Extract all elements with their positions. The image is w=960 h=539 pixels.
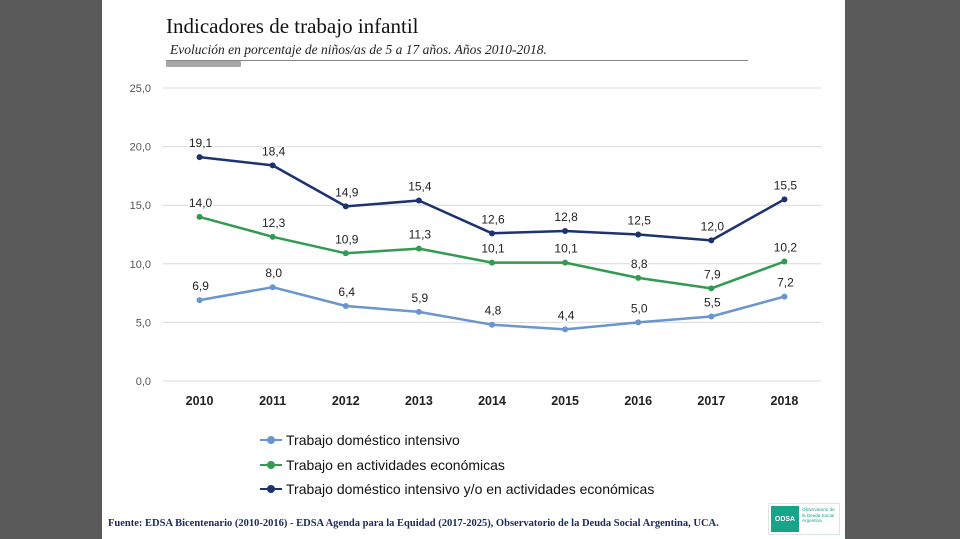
data-point bbox=[196, 213, 203, 220]
data-label: 12,8 bbox=[554, 210, 578, 224]
data-point bbox=[635, 319, 642, 326]
legend-swatch-economicas bbox=[260, 460, 282, 470]
odsa-logo-text: Observatorio de la Deuda Social Argentin… bbox=[802, 507, 835, 524]
x-tick-label: 2014 bbox=[478, 394, 506, 408]
data-point bbox=[415, 308, 422, 315]
data-point bbox=[342, 250, 349, 257]
line-chart: 0,0 5,0 10,0 15,0 20,0 25,0 2010 2011 2012 2013 20… bbox=[130, 83, 821, 408]
data-label: 15,4 bbox=[408, 180, 432, 194]
data-point bbox=[196, 154, 203, 161]
data-label: 5,0 bbox=[631, 301, 648, 315]
data-point bbox=[562, 227, 569, 234]
data-label: 11,3 bbox=[409, 228, 432, 242]
legend-label-domestico: Trabajo doméstico intensivo bbox=[286, 432, 460, 449]
data-label: 7,2 bbox=[777, 276, 794, 290]
data-point bbox=[708, 285, 715, 292]
legend-label-economicas: Trabajo en actividades económicas bbox=[286, 456, 505, 473]
legend-item-total: Trabajo doméstico intensivo y/o en activ… bbox=[260, 477, 654, 502]
data-point bbox=[489, 259, 495, 266]
data-label: 6,4 bbox=[338, 285, 355, 299]
x-tick-label: 2018 bbox=[771, 394, 799, 408]
data-label: 10,9 bbox=[335, 232, 359, 246]
data-label: 12,6 bbox=[481, 212, 505, 226]
y-tick-label: 20,0 bbox=[130, 142, 151, 154]
data-point bbox=[269, 284, 276, 291]
data-point bbox=[415, 197, 422, 204]
x-tick-label: 2011 bbox=[259, 394, 286, 408]
legend-swatch-domestico bbox=[260, 435, 282, 445]
legend-swatch-total bbox=[260, 484, 282, 494]
data-label: 10,2 bbox=[774, 240, 798, 254]
data-point bbox=[635, 231, 642, 238]
data-point bbox=[269, 233, 276, 240]
data-label: 8,8 bbox=[631, 257, 648, 271]
legend-item-economicas: Trabajo en actividades económicas bbox=[260, 453, 654, 478]
data-label: 12,3 bbox=[262, 216, 286, 230]
data-label: 10,1 bbox=[554, 242, 578, 256]
chart-legend: Trabajo doméstico intensivo Trabajo en a… bbox=[260, 428, 654, 502]
data-label: 5,9 bbox=[412, 291, 429, 305]
data-point bbox=[562, 259, 569, 266]
y-tick-label: 15,0 bbox=[130, 200, 151, 212]
data-label: 18,4 bbox=[262, 144, 286, 158]
data-label: 6,9 bbox=[192, 279, 209, 293]
data-label: 19,1 bbox=[189, 136, 213, 150]
data-point bbox=[708, 237, 715, 244]
y-tick-label: 0,0 bbox=[136, 376, 151, 388]
data-point bbox=[781, 293, 788, 300]
odsa-logo: ODSA Observatorio de la Deuda Social Arg… bbox=[768, 503, 840, 535]
data-point bbox=[269, 162, 276, 169]
data-point bbox=[342, 203, 349, 210]
data-label: 10,1 bbox=[481, 242, 505, 256]
x-tick-label: 2016 bbox=[624, 394, 652, 408]
data-point bbox=[781, 196, 788, 203]
data-point bbox=[489, 321, 495, 328]
data-label: 8,0 bbox=[265, 266, 282, 280]
data-point bbox=[196, 297, 203, 304]
title-rule bbox=[166, 60, 748, 61]
data-point bbox=[342, 302, 349, 309]
x-tick-label: 2010 bbox=[186, 394, 214, 408]
x-tick-label: 2015 bbox=[551, 394, 579, 408]
y-tick-label: 5,0 bbox=[136, 317, 151, 329]
series-line bbox=[198, 155, 786, 242]
source-footnote: Fuente: EDSA Bicentenario (2010-2016) - … bbox=[108, 518, 719, 529]
y-tick-label: 25,0 bbox=[130, 83, 151, 95]
legend-label-total: Trabajo doméstico intensivo y/o en activ… bbox=[286, 481, 655, 498]
y-tick-label: 10,0 bbox=[130, 259, 151, 271]
data-label: 12,5 bbox=[628, 214, 652, 228]
data-point bbox=[708, 313, 715, 320]
chart-subtitle: Evolución en porcentaje de niños/as de 5… bbox=[170, 42, 547, 57]
data-label: 15,5 bbox=[774, 178, 798, 192]
slide: Indicadores de trabajo infantil Evolució… bbox=[102, 0, 845, 539]
data-label: 4,8 bbox=[485, 304, 502, 318]
x-tick-label: 2017 bbox=[697, 394, 725, 408]
data-point bbox=[415, 245, 422, 252]
x-tick-label: 2013 bbox=[405, 394, 433, 408]
data-label: 4,4 bbox=[558, 308, 575, 322]
data-label: 12,0 bbox=[701, 219, 725, 233]
title-accent-bar bbox=[166, 61, 241, 67]
odsa-logo-mark: ODSA bbox=[771, 506, 799, 532]
data-point bbox=[781, 258, 788, 265]
data-label: 14,0 bbox=[189, 196, 213, 210]
data-label: 5,5 bbox=[704, 296, 721, 310]
legend-item-domestico: Trabajo doméstico intensivo bbox=[260, 428, 654, 453]
data-point bbox=[635, 274, 642, 281]
data-label: 7,9 bbox=[704, 267, 721, 281]
data-label: 14,9 bbox=[335, 185, 359, 199]
chart-title: Indicadores de trabajo infantil bbox=[166, 14, 419, 38]
x-tick-label: 2012 bbox=[332, 394, 360, 408]
data-point bbox=[562, 326, 569, 333]
data-point bbox=[489, 230, 495, 237]
